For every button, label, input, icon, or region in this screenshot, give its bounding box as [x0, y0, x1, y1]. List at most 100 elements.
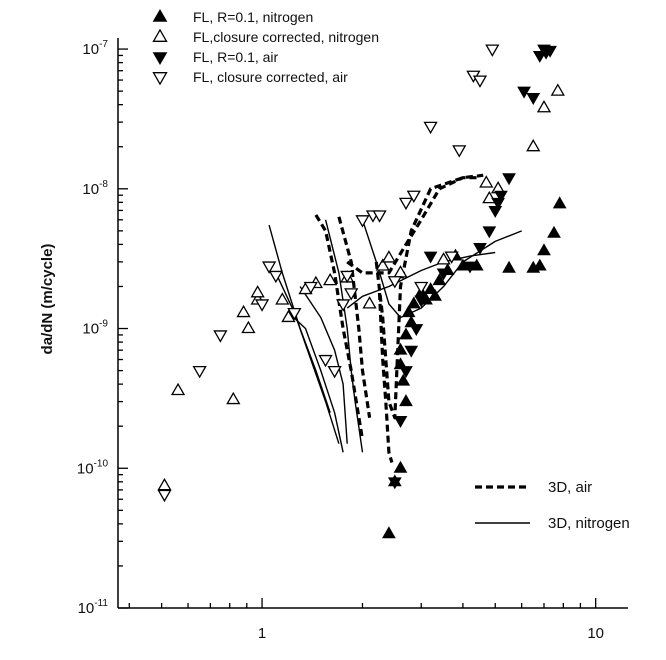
data-point-series-1	[552, 196, 567, 209]
y-tick-base: 10	[78, 600, 95, 617]
data-point-series-4	[268, 270, 283, 284]
data-point-series-1	[396, 373, 411, 386]
data-point-series-4	[318, 354, 333, 368]
data-point-series-1	[393, 460, 408, 473]
y-axis-title: da/dN (m/cycle)	[39, 244, 56, 355]
data-point-series-1	[428, 288, 442, 301]
data-point-series-4	[254, 299, 270, 312]
data-point-series-3	[473, 243, 487, 255]
curve-3d-nitrogen	[346, 251, 496, 309]
data-point-series-4	[398, 197, 414, 211]
data-point-series-4	[423, 121, 438, 135]
legend-label-3: FL, R=0.1, air	[193, 49, 279, 65]
data-point-series-2	[323, 272, 338, 286]
data-point-series-1	[432, 273, 447, 286]
y-tick-label: 10-7	[82, 39, 108, 58]
data-point-series-2	[393, 265, 408, 278]
data-point-series-2	[275, 292, 290, 305]
data-point-series-3	[517, 86, 531, 99]
data-point-series-2	[250, 285, 265, 298]
curve-3d-air	[377, 292, 394, 463]
data-point-series-2	[281, 309, 296, 323]
y-tick-label: 10-10	[77, 458, 109, 477]
data-point-series-3	[463, 261, 477, 274]
data-point-series-4	[406, 190, 421, 203]
y-tick-exponent: -11	[94, 598, 108, 609]
data-point-series-3	[482, 226, 497, 239]
legend-label-2: FL,closure corrected, nitrogen	[193, 29, 379, 45]
y-tick-label: 10-8	[82, 179, 108, 198]
data-point-series-3	[399, 366, 413, 379]
y-tick-base: 10	[82, 181, 99, 198]
legend-label-1: FL, R=0.1, nitrogen	[193, 9, 313, 25]
data-point-series-3	[423, 251, 438, 264]
data-point-series-3	[543, 45, 557, 58]
data-point-series-4	[355, 215, 370, 228]
data-point-series-4	[344, 288, 359, 301]
data-point-series-4	[327, 365, 342, 379]
y-tick-exponent: -10	[94, 458, 109, 469]
data-point-series-4	[303, 281, 318, 295]
data-point-series-3	[387, 477, 402, 490]
curves-layer	[268, 173, 522, 463]
data-point-series-2	[536, 100, 552, 113]
y-tick-label: 10-9	[82, 319, 108, 338]
legend-label-4: FL, closure corrected, air	[193, 69, 348, 85]
data-point-series-2	[226, 391, 241, 405]
data-point-series-4	[262, 261, 277, 274]
points-layer	[157, 44, 567, 539]
legend-label-air: 3D, air	[548, 479, 592, 496]
data-point-series-1	[393, 342, 408, 355]
data-point-series-4	[372, 210, 387, 223]
data-point-series-2	[236, 304, 251, 318]
data-point-series-4	[485, 44, 500, 57]
curve-3d-nitrogen	[361, 219, 522, 319]
curve-3d-nitrogen	[275, 272, 340, 444]
data-point-series-3	[404, 345, 419, 358]
data-point-series-3	[409, 324, 424, 337]
data-point-series-3	[494, 190, 508, 203]
data-point-series-2	[482, 190, 497, 204]
data-point-series-2	[479, 175, 494, 188]
y-tick-exponent: -9	[99, 319, 108, 330]
data-point-series-1	[399, 394, 413, 407]
y-tick-label: 10-11	[78, 598, 109, 617]
data-point-series-2	[526, 138, 541, 152]
legend-marker-4	[152, 72, 168, 86]
data-point-series-1	[423, 282, 438, 295]
data-point-series-2	[241, 320, 256, 334]
curve-3d-air	[374, 173, 484, 420]
curve-3d-air	[346, 176, 480, 275]
curve-3d-air	[337, 216, 372, 418]
data-point-series-3	[526, 93, 541, 105]
data-point-series-4	[213, 330, 228, 343]
data-point-series-3	[393, 415, 408, 428]
data-point-series-4	[387, 276, 402, 289]
curve-3d-nitrogen	[324, 219, 364, 453]
data-point-series-1	[401, 305, 416, 318]
data-point-series-4	[444, 251, 459, 264]
data-point-series-1	[532, 258, 547, 271]
curve-3d-nitrogen	[288, 312, 344, 453]
data-point-series-1	[537, 243, 551, 256]
data-point-series-4	[340, 270, 355, 284]
legend-marker-3	[152, 52, 168, 66]
y-tick-base: 10	[77, 460, 94, 477]
legend-label-nitrogen: 3D, nitrogen	[548, 515, 630, 532]
y-tick-exponent: -7	[99, 39, 108, 50]
data-point-series-2	[170, 382, 186, 396]
data-point-series-4	[287, 307, 302, 321]
legend-marker-2	[152, 28, 168, 42]
data-point-series-4	[157, 489, 172, 503]
x-tick-label: 1	[258, 625, 266, 642]
data-point-series-3	[436, 268, 451, 281]
x-tick-label: 10	[587, 625, 604, 642]
data-point-series-3	[502, 173, 516, 186]
data-point-series-2	[436, 252, 451, 265]
data-point-series-1	[406, 296, 421, 309]
data-point-series-2	[157, 477, 172, 491]
data-point-series-3	[488, 205, 503, 218]
data-point-series-1	[547, 225, 561, 238]
y-tick-base: 10	[82, 41, 99, 58]
